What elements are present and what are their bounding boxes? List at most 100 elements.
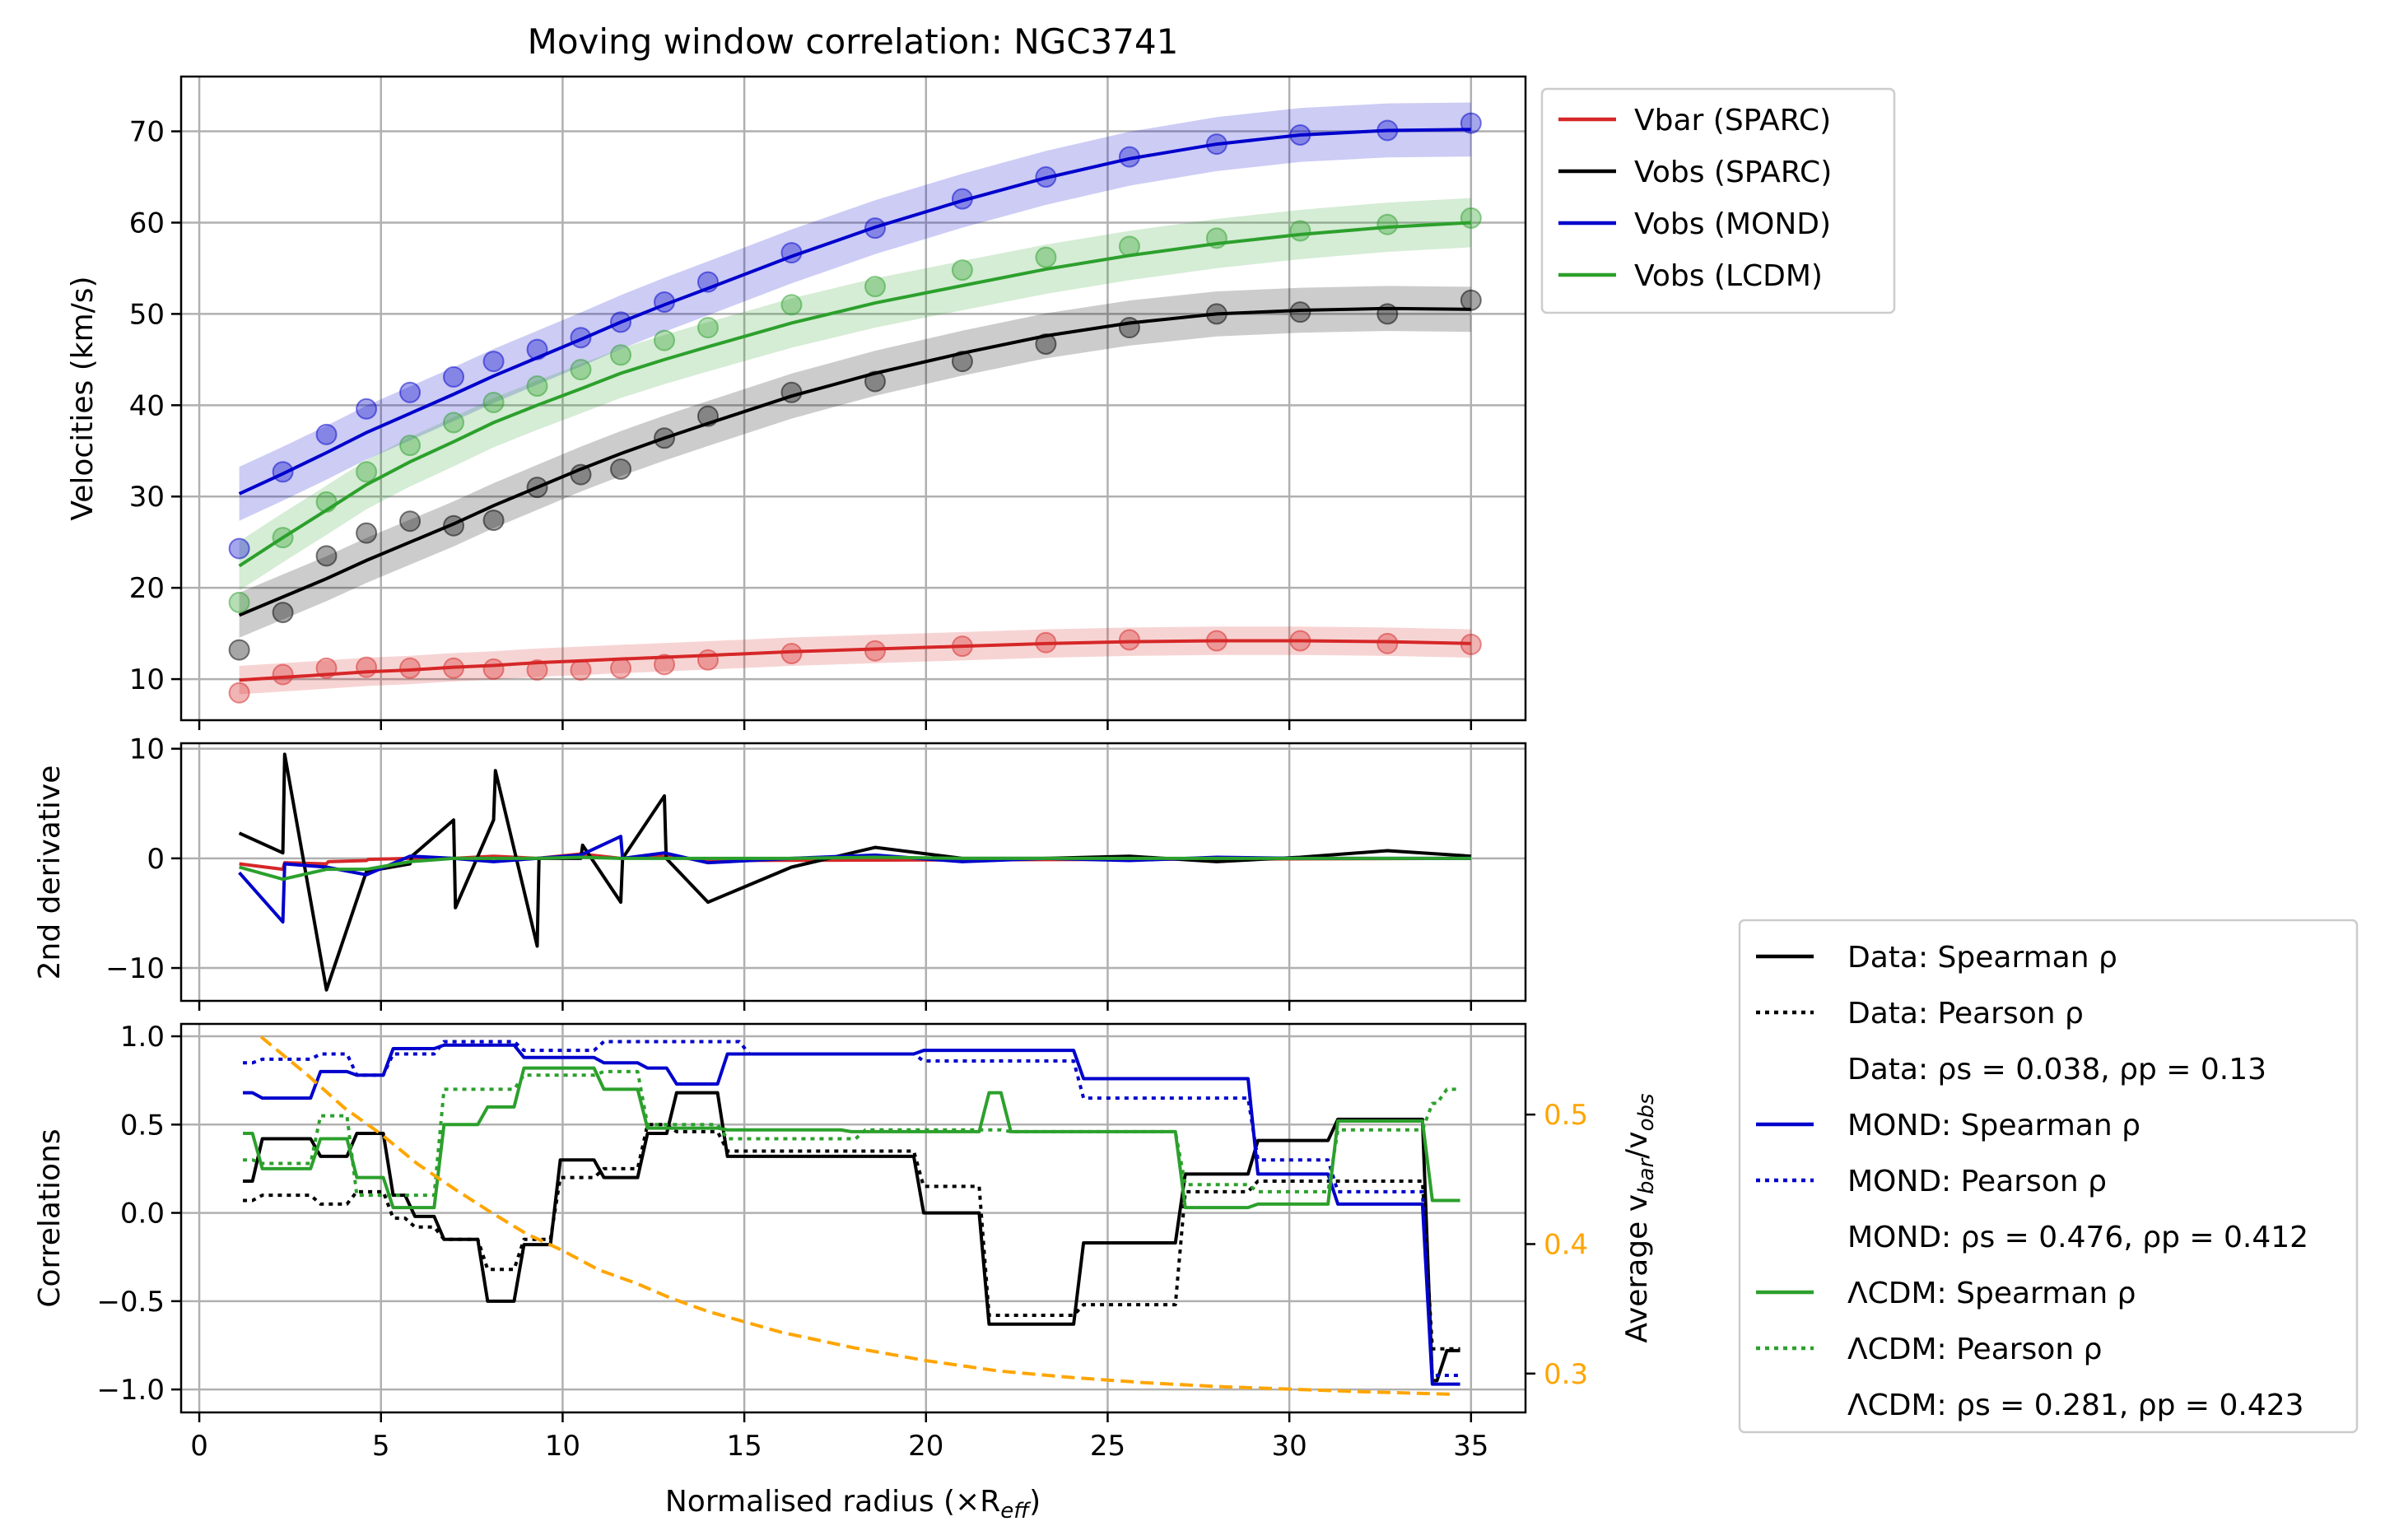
data-point <box>272 663 294 686</box>
data-point <box>570 359 592 381</box>
data-point <box>653 291 675 313</box>
y-tick-label: −0.5 <box>96 1286 165 1319</box>
data-point <box>1289 123 1311 146</box>
data-point <box>443 514 465 537</box>
data-point <box>356 461 378 483</box>
legend-box <box>1738 919 2359 1434</box>
correlation-panel-frame <box>179 1022 1527 1414</box>
x-axis-label: Normalised radius (×Reff) <box>665 1485 1041 1524</box>
data-point <box>272 527 294 549</box>
fit-line <box>238 128 1471 495</box>
y2-tick-label: 0.4 <box>1544 1228 1588 1261</box>
data-point <box>696 317 719 339</box>
data-point <box>1460 289 1482 311</box>
x-tick-label: 5 <box>372 1430 390 1463</box>
data-point <box>272 602 294 624</box>
data-point <box>1460 207 1482 229</box>
y2-tick-label: 0.3 <box>1544 1358 1588 1391</box>
data-point <box>696 271 719 293</box>
y-tick-label: −1.0 <box>96 1374 165 1407</box>
y-tick-label: 60 <box>129 207 165 240</box>
data-point <box>526 477 548 499</box>
data-point <box>570 327 592 349</box>
data-point <box>864 217 886 240</box>
data-point <box>482 509 505 532</box>
correlation-y-axis-label: Correlations <box>33 1128 67 1307</box>
derivative-line <box>238 835 1471 924</box>
y-tick-label: 10 <box>129 663 165 696</box>
data-point <box>1118 629 1140 651</box>
legend-label: Vbar (SPARC) <box>1634 104 1831 137</box>
legend-label: Data: Pearson ρ <box>1847 997 2084 1031</box>
data-point <box>443 365 465 388</box>
data-point <box>526 658 548 681</box>
legend-label: Data: Spearman ρ <box>1847 941 2117 975</box>
x-tick-label: 10 <box>545 1430 580 1463</box>
correlation-panel-grid <box>181 1024 1526 1412</box>
data-point <box>399 435 422 457</box>
data-point <box>482 391 505 413</box>
x-tick-label: 35 <box>1453 1430 1488 1463</box>
data-point <box>780 242 803 264</box>
correlation-line <box>243 1091 1460 1383</box>
data-point <box>1289 630 1311 652</box>
data-point <box>526 338 548 361</box>
data-point <box>399 657 422 679</box>
data-point <box>570 658 592 681</box>
data-point <box>399 510 422 533</box>
data-point <box>696 649 719 671</box>
data-point <box>1376 632 1399 654</box>
correlation-line <box>243 1069 1460 1198</box>
derivative-y-axis-label: 2nd derivative <box>33 765 67 980</box>
data-point <box>1289 301 1311 323</box>
velocity-uncertainty-bands <box>239 102 1471 695</box>
correlation-line <box>243 1043 1460 1386</box>
y-tick-label: 40 <box>129 389 165 422</box>
x-tick-label: 0 <box>190 1430 208 1463</box>
data-point <box>610 458 632 480</box>
data-point <box>610 311 632 333</box>
data-point <box>228 537 250 560</box>
correlation-series <box>243 1035 1460 1396</box>
data-point <box>1035 333 1057 356</box>
y-tick-label: 20 <box>129 572 165 605</box>
data-point <box>1205 630 1227 652</box>
x-tick-label: 15 <box>726 1430 762 1463</box>
y-tick-label: 0 <box>147 843 165 876</box>
velocity-y-axis-label: Velocities (km/s) <box>66 276 100 520</box>
uncertainty-band <box>239 102 1471 521</box>
velocity-panel-frame <box>179 75 1527 722</box>
data-point <box>399 381 422 403</box>
fit-line <box>238 306 1471 617</box>
data-point <box>1035 246 1057 268</box>
data-point <box>228 682 250 704</box>
derivative-panel-ticks: 10 0 −10 <box>105 733 1473 1011</box>
correlation-line <box>243 1123 1460 1351</box>
legend-label: Vobs (MOND) <box>1634 207 1831 241</box>
uncertainty-band <box>239 626 1471 695</box>
data-point <box>443 412 465 434</box>
data-point <box>315 657 338 679</box>
x-tick-label: 30 <box>1271 1430 1307 1463</box>
data-point <box>228 639 250 661</box>
correlation-line <box>243 1040 1460 1377</box>
data-point <box>1118 146 1140 168</box>
derivative-line <box>238 752 1471 992</box>
data-point <box>1460 633 1482 655</box>
fit-line <box>239 639 1471 682</box>
y-tick-label: 10 <box>129 733 165 766</box>
legend-label: ΛCDM: ρs = 0.281, ρp = 0.423 <box>1847 1389 2304 1422</box>
legend-label: Vobs (SPARC) <box>1634 156 1832 189</box>
velocity-legend: Vbar (SPARC) Vobs (SPARC) Vobs (MOND) Vobs … <box>1540 87 1896 314</box>
data-point <box>1205 133 1227 156</box>
data-point <box>864 640 886 662</box>
ratio-y-axis-label: Average vbar/vobs <box>1620 1093 1659 1342</box>
data-point <box>570 463 592 486</box>
data-point <box>1376 213 1399 235</box>
x-tick-label: 20 <box>908 1430 943 1463</box>
data-point <box>864 370 886 393</box>
chart-title: Moving window correlation: NGC3741 <box>528 21 1179 62</box>
data-point <box>482 658 505 680</box>
derivative-series <box>238 752 1471 992</box>
